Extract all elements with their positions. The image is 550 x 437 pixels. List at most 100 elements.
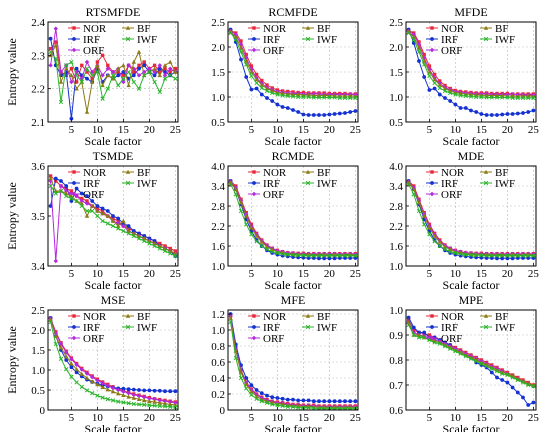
data-point-irf — [463, 106, 468, 110]
data-point-iwf — [162, 404, 168, 409]
data-point-iwf — [442, 247, 448, 252]
x-axis-label: Scale factor — [85, 422, 142, 432]
data-point-iwf — [131, 233, 136, 239]
data-point-irf — [417, 330, 421, 335]
data-point-orf — [147, 396, 152, 401]
data-point-irf — [244, 75, 249, 79]
data-point-nor — [116, 70, 120, 74]
data-point-nor — [163, 244, 167, 248]
series-line-orf — [408, 181, 534, 255]
data-point-iwf — [142, 238, 147, 244]
data-point-orf — [136, 393, 142, 399]
data-point-irf — [489, 370, 494, 375]
data-point-iwf — [494, 253, 500, 258]
data-point-irf — [306, 113, 311, 117]
data-point-bf — [254, 233, 259, 238]
x-tick-label: 5 — [427, 124, 433, 136]
data-point-nor — [432, 72, 437, 77]
data-point-orf — [64, 188, 69, 194]
data-point-iwf — [48, 319, 53, 325]
data-point-iwf — [121, 76, 126, 81]
x-tick-label: 20 — [324, 124, 336, 136]
y-tick-label: 2.8 — [211, 201, 225, 213]
data-point-iwf — [79, 79, 84, 85]
legend: NOR BF IRF IWF ORF — [68, 167, 157, 201]
y-tick-label: 2.0 — [31, 325, 45, 337]
data-point-bf — [136, 397, 142, 401]
data-point-irf — [95, 204, 100, 208]
y-axis-label: Entropy value — [5, 326, 19, 394]
legend-marker-bf — [125, 169, 131, 174]
data-point-iwf — [353, 253, 358, 258]
data-point-iwf — [105, 86, 110, 91]
y-tick-label: 2.2 — [211, 221, 225, 233]
data-point-iwf — [126, 231, 131, 236]
data-point-irf — [131, 387, 136, 392]
data-point-bf — [422, 213, 427, 218]
data-point-irf — [343, 399, 347, 404]
data-point-iwf — [327, 95, 332, 100]
legend-label-irf: IRF — [263, 322, 280, 334]
data-point-irf — [142, 388, 147, 393]
chart-panel-mde: 5 10 15 20 25 1.0 1.6 2.2 2.8 3.4 4.0 MDE Scale fact… — [389, 149, 539, 292]
data-point-iwf — [280, 251, 285, 257]
data-point-iwf — [427, 73, 432, 79]
data-point-irf — [327, 256, 332, 261]
data-point-irf — [515, 390, 520, 395]
data-point-iwf — [526, 95, 531, 101]
data-point-iwf — [280, 403, 285, 409]
data-point-orf — [168, 66, 173, 71]
data-point-iwf — [53, 191, 58, 196]
x-tick-label: 25 — [170, 412, 182, 424]
data-point-irf — [137, 388, 141, 392]
x-tick-label: 25 — [350, 268, 362, 280]
legend-label-irf: IRF — [83, 178, 100, 190]
data-point-iwf — [121, 400, 126, 405]
data-point-iwf — [280, 93, 285, 98]
data-point-irf — [111, 214, 115, 218]
series-line-iwf — [230, 321, 356, 409]
data-point-bf — [105, 213, 110, 218]
y-tick-label: 2.2 — [31, 84, 45, 96]
data-point-bf — [131, 59, 136, 64]
data-point-irf — [521, 395, 525, 400]
data-point-iwf — [110, 223, 116, 229]
data-point-bf — [228, 29, 233, 34]
data-point-iwf — [520, 253, 526, 258]
data-point-irf — [515, 111, 520, 116]
chart-title: MFDE — [454, 5, 487, 19]
data-point-iwf — [152, 403, 157, 408]
data-point-iwf — [105, 397, 110, 402]
data-point-bf — [121, 63, 126, 68]
legend-label-nor: NOR — [441, 167, 465, 179]
legend-marker-irf — [430, 325, 434, 329]
data-point-orf — [116, 387, 121, 393]
data-point-iwf — [90, 208, 95, 214]
data-point-iwf — [531, 95, 536, 101]
data-point-iwf — [58, 356, 64, 361]
data-point-irf — [74, 370, 79, 375]
data-point-irf — [270, 99, 275, 103]
legend-label-orf: ORF — [263, 189, 284, 201]
data-point-bf — [95, 208, 100, 213]
data-point-bf — [228, 315, 233, 320]
data-point-bf — [264, 244, 270, 249]
data-point-irf — [479, 112, 484, 116]
data-point-irf — [505, 380, 510, 385]
data-point-iwf — [468, 94, 474, 99]
legend-marker-orf — [251, 191, 257, 197]
data-point-orf — [168, 399, 173, 405]
data-point-irf — [296, 398, 301, 403]
data-point-nor — [427, 333, 432, 337]
data-point-iwf — [458, 93, 463, 98]
legend-marker-bf — [305, 313, 311, 318]
data-point-orf — [142, 395, 147, 400]
data-point-irf — [317, 399, 321, 404]
data-point-iwf — [411, 192, 416, 197]
legend-marker-orf — [251, 47, 257, 53]
data-point-iwf — [126, 69, 131, 75]
data-point-nor — [142, 60, 146, 64]
data-point-iwf — [244, 222, 249, 227]
data-point-iwf — [468, 356, 474, 361]
data-point-nor — [80, 63, 84, 68]
